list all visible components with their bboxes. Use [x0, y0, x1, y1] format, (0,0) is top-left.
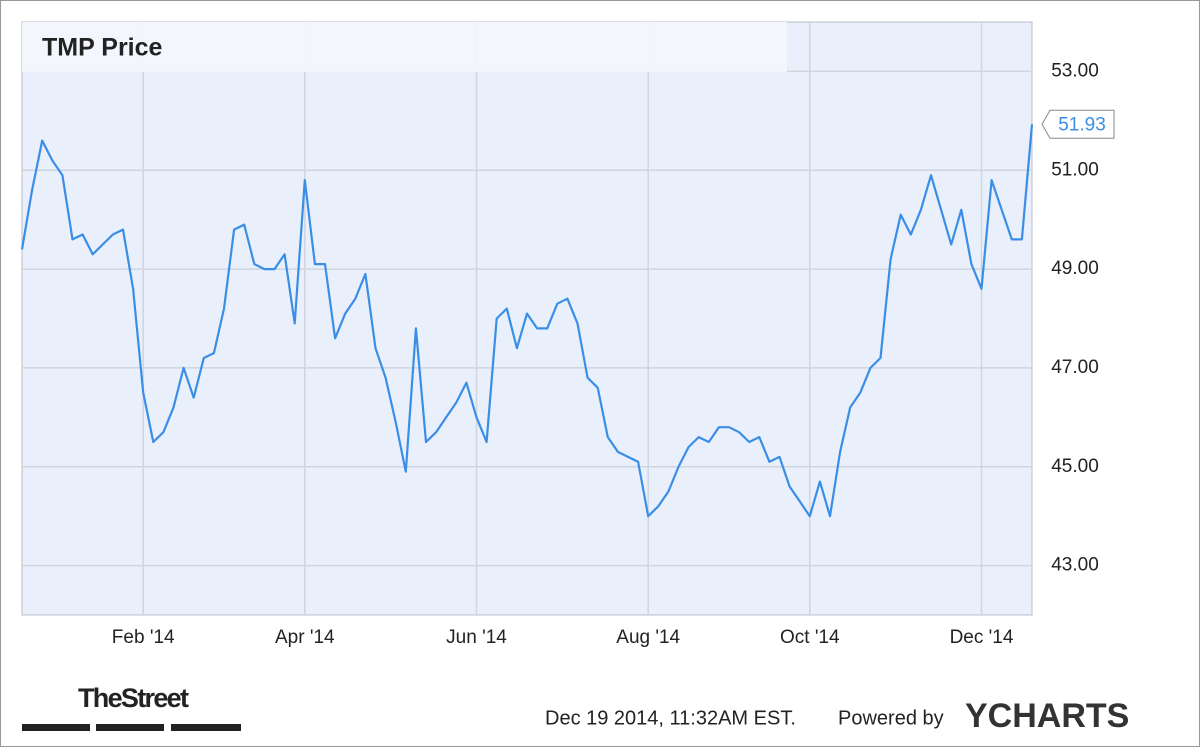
value-label-box	[1041, 109, 1115, 139]
logo-bar	[96, 724, 164, 731]
x-tick-label: Dec '14	[950, 627, 1014, 648]
y-tick-label: 45.00	[1051, 456, 1099, 477]
y-tick-label: 43.00	[1051, 555, 1099, 576]
y-tick-label: 51.00	[1051, 159, 1099, 180]
x-tick-label: Aug '14	[616, 627, 680, 648]
x-tick-label: Oct '14	[780, 627, 840, 648]
price-line	[20, 124, 1034, 518]
x-tick-label: Feb '14	[112, 627, 175, 648]
title-box	[22, 22, 787, 72]
brand: YCHARTS	[965, 697, 1129, 735]
value-label: 51.93	[1058, 114, 1106, 135]
grid	[22, 22, 1032, 615]
x-tick-label: Jun '14	[446, 627, 507, 648]
timestamp: Dec 19 2014, 11:32AM EST.	[545, 707, 796, 729]
y-tick-label: 47.00	[1051, 357, 1099, 378]
powered-by: Powered by	[838, 707, 944, 729]
x-tick-label: Apr '14	[275, 627, 335, 648]
plot-area	[21, 21, 1033, 616]
logo-bar	[171, 724, 241, 731]
logo-bar	[22, 724, 90, 731]
chart-title: TMP Price	[42, 34, 163, 62]
y-tick-label: 49.00	[1051, 258, 1099, 279]
y-tick-label: 53.00	[1051, 60, 1099, 81]
logo: TheStreet	[78, 683, 189, 713]
